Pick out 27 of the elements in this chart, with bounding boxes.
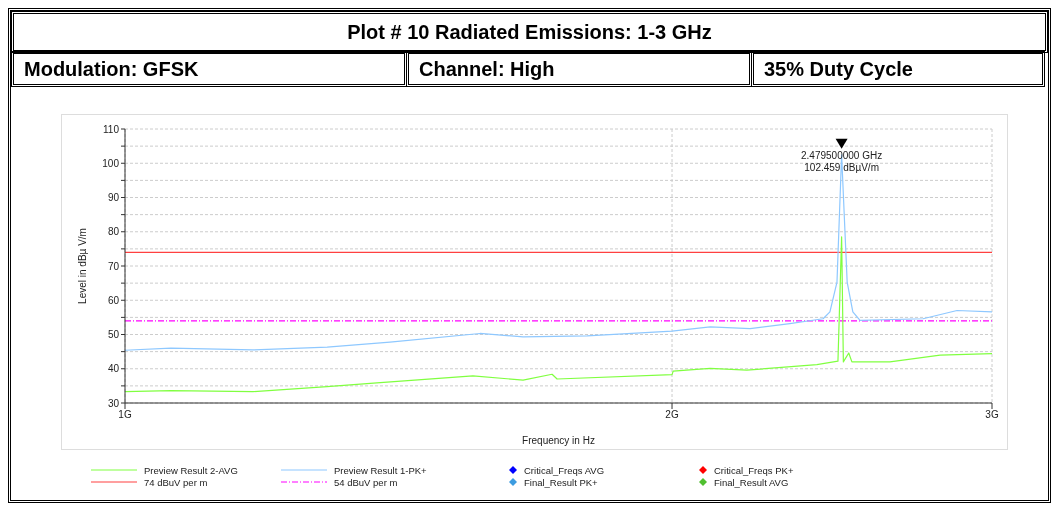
x-tick-label: 1G [118,409,132,421]
text: Channel: High [408,53,750,85]
y-tick-label: 50 [107,329,120,341]
annotation: 2.479500000 GHz 102.459 dBµV/m [801,149,883,173]
x-tick-label: 2G [665,409,679,421]
y-tick-label: 60 [107,294,120,306]
chart-title: Plot # 10 Radiated Emissions: 1-3 GHz [13,13,1046,51]
y-tick-label: 30 [107,397,120,409]
y-tick-label: 90 [107,192,120,204]
y-tick-label: 70 [107,260,120,272]
y-tick-label: 40 [107,363,120,375]
legend-label: Final_Result AVG [714,476,789,488]
legend-label: 74 dBuV per m [144,476,208,488]
text: Modulation: GFSK [13,53,405,85]
x-tick-label: 3G [985,409,999,421]
legend-label: Final_Result PK+ [524,476,598,488]
legend-label: Critical_Freqs AVG [524,464,605,476]
legend-label: Preview Result 2-AVG [144,464,238,476]
x-axis-title: Frequency in Hz [522,435,595,446]
y-tick-label: 110 [103,123,120,135]
legend-label: 54 dBuV per m [334,476,398,488]
y-tick-label: 80 [107,226,120,238]
legend-label: Preview Result 1-PK+ [334,464,427,476]
text: 35% Duty Cycle [753,53,1043,85]
y-axis-title: Level in dBµ V/m [76,228,88,304]
legend-label: Critical_Freqs PK+ [714,464,794,476]
y-tick-label: 100 [102,157,120,169]
